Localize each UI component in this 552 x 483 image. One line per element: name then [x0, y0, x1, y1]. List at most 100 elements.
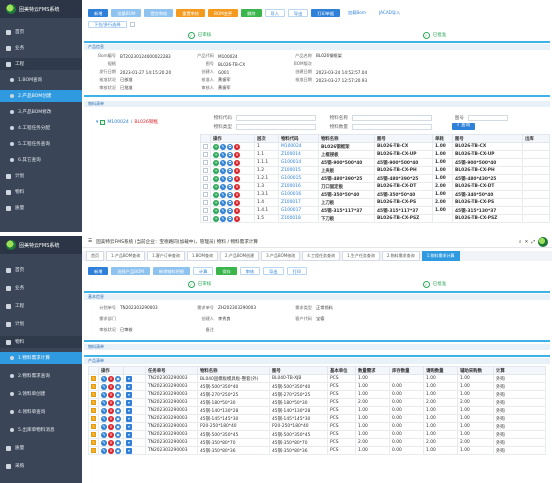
- row-checkbox[interactable]: [91, 447, 96, 453]
- sidebar-item-bom-edit[interactable]: 3.产品BOM修改: [0, 106, 82, 118]
- delete-icon[interactable]: ✕: [108, 439, 114, 446]
- search-name-input[interactable]: [352, 114, 432, 121]
- row-select[interactable]: [200, 198, 211, 207]
- edit-icon[interactable]: ✎: [220, 159, 226, 166]
- edit-icon[interactable]: ✎: [220, 207, 226, 214]
- sidebar-item-home[interactable]: 首页: [0, 26, 82, 38]
- table-row[interactable]: ✎ ✕ ◉ ▾ TN202303290003 45钢-180*50*30 45钢-180*5…: [88, 398, 546, 407]
- sidebar-item-task-query[interactable]: 5.工程任务查询: [0, 138, 82, 150]
- more-dropdown[interactable]: ▾: [126, 415, 132, 422]
- copy-icon[interactable]: ⧉: [227, 215, 233, 222]
- row-select[interactable]: [200, 142, 211, 151]
- add-icon[interactable]: +: [213, 183, 219, 190]
- cell-code[interactable]: M100024: [278, 142, 319, 151]
- delete-button[interactable]: 删除: [241, 9, 262, 17]
- edit-icon[interactable]: ✎: [220, 199, 226, 206]
- tab-item[interactable]: 2.物料需求查询: [381, 251, 420, 261]
- submit-audit-button[interactable]: 提交审核: [144, 9, 174, 17]
- view-icon[interactable]: ◉: [115, 391, 121, 398]
- select-bom-button[interactable]: 选择产品BOM: [111, 267, 150, 275]
- view-icon[interactable]: ◉: [115, 407, 121, 414]
- edit-icon[interactable]: ✎: [101, 391, 107, 398]
- sidebar-item-bom-create[interactable]: 2.产品BOM创建: [0, 90, 82, 102]
- table-row[interactable]: + ✎ ⧉ ✕ 1.1 Z100014 上框接板 BL026-TB-CX-UP 1.00 BL02…: [200, 150, 550, 159]
- view-icon[interactable]: ◉: [115, 423, 121, 430]
- row-checkbox[interactable]: [203, 167, 208, 173]
- reset-audit-button[interactable]: 重置审核: [176, 9, 206, 17]
- add-icon[interactable]: +: [213, 191, 219, 198]
- more-dropdown[interactable]: ▾: [126, 399, 132, 406]
- batch-bom-button[interactable]: 批量BOM: [111, 9, 142, 17]
- delete-icon[interactable]: ✕: [234, 183, 240, 190]
- view-icon[interactable]: ◉: [115, 399, 121, 406]
- add-icon[interactable]: +: [213, 143, 219, 150]
- row-select[interactable]: [200, 158, 211, 167]
- table-row[interactable]: + ✎ ⧉ ✕ 1.4 Z100017 上刀板 BL026-TB-CX-PS 2.00 BL026…: [200, 198, 550, 207]
- cell-code[interactable]: G100016: [278, 190, 319, 199]
- view-icon[interactable]: ◉: [115, 415, 121, 422]
- row-select[interactable]: [88, 398, 99, 407]
- sidebar-item-engineering[interactable]: 工程: [0, 300, 82, 312]
- save-button[interactable]: 保存: [216, 267, 237, 275]
- sidebar-item-purchase[interactable]: 采购: [0, 460, 82, 472]
- cell-code[interactable]: G100014: [278, 158, 319, 167]
- row-checkbox[interactable]: [91, 431, 96, 437]
- more-dropdown[interactable]: ▾: [126, 407, 132, 414]
- more-dropdown[interactable]: ▾: [126, 423, 132, 430]
- row-select[interactable]: [88, 406, 99, 415]
- sidebar-item-pick-query[interactable]: 4.领料单查询: [0, 406, 82, 418]
- delete-icon[interactable]: ✕: [234, 159, 240, 166]
- row-select[interactable]: [200, 150, 211, 159]
- delete-icon[interactable]: ✕: [234, 199, 240, 206]
- row-select[interactable]: [200, 182, 211, 191]
- table-row[interactable]: ✎ ✕ ◉ ▾ TN202303290003 45钢-145*145*30 45钢-145*…: [88, 414, 546, 423]
- edit-icon[interactable]: ✎: [101, 431, 107, 438]
- add-icon[interactable]: +: [213, 175, 219, 182]
- view-icon[interactable]: ◉: [115, 383, 121, 390]
- add-icon[interactable]: +: [213, 151, 219, 158]
- edit-icon[interactable]: ✎: [101, 375, 107, 382]
- sidebar-item-outbound[interactable]: 5.出库单物料消息: [0, 424, 82, 436]
- cell-code[interactable]: Z100014: [278, 150, 319, 159]
- copy-icon[interactable]: ⧉: [227, 151, 233, 158]
- sidebar-item-business[interactable]: 业务: [0, 42, 82, 54]
- delete-icon[interactable]: ✕: [234, 143, 240, 150]
- row-checkbox[interactable]: [203, 159, 208, 165]
- edit-icon[interactable]: ✎: [220, 191, 226, 198]
- load-bom-button[interactable]: 加载Bom: [343, 9, 371, 17]
- row-checkbox[interactable]: [203, 207, 208, 213]
- row-select[interactable]: [200, 174, 211, 183]
- import-button[interactable]: 导入: [264, 9, 285, 17]
- cell-code[interactable]: Z100017: [278, 198, 319, 207]
- sidebar-item-mrp-calc[interactable]: 1.物料需求计算: [0, 352, 82, 364]
- search-count-input[interactable]: [352, 123, 432, 130]
- sidebar-item-pick-create[interactable]: 3.领料单创建: [0, 388, 82, 400]
- delete-icon[interactable]: ✕: [108, 423, 114, 430]
- delete-icon[interactable]: ✕: [108, 447, 114, 454]
- tab-item[interactable]: 首页: [86, 251, 104, 261]
- row-checkbox[interactable]: [203, 199, 208, 205]
- table-row[interactable]: ✎ ✕ ◉ ▾ TN202303290003 45钢-500*350*45 45钢-500*…: [88, 430, 546, 439]
- close-icon[interactable]: ✕: [524, 239, 529, 245]
- sidebar-item-material[interactable]: 物料: [0, 186, 82, 198]
- print-button[interactable]: 打印: [286, 267, 307, 275]
- cell-code[interactable]: G100017: [278, 206, 319, 215]
- row-select[interactable]: [200, 206, 211, 215]
- copy-icon[interactable]: ⧉: [227, 199, 233, 206]
- row-checkbox[interactable]: [91, 439, 96, 445]
- sidebar-item-quality[interactable]: 质量: [0, 442, 82, 454]
- menu-toggle-icon[interactable]: ☰: [88, 239, 93, 244]
- table-row[interactable]: + ✎ ⧉ ✕ 1.2 Z100015 上夹板 BL026-TB-CX-PH 1.00 BL026…: [200, 166, 550, 175]
- tab-item[interactable]: 1.BOM查询: [186, 251, 219, 261]
- table-row[interactable]: + ✎ ⧉ ✕ 1.2.1 G100015 45钢-480*390*25 45钢-480*39…: [200, 174, 550, 183]
- copy-icon[interactable]: ⧉: [227, 207, 233, 214]
- search-code-input[interactable]: [236, 114, 316, 121]
- table-row[interactable]: ✎ ✕ ◉ ▾ TN202303290003 45钢-350*80*36 45钢-350*8…: [88, 446, 546, 455]
- more-dropdown[interactable]: ▾: [126, 391, 132, 398]
- row-select[interactable]: [88, 422, 99, 431]
- sidebar-item-business[interactable]: 业务: [0, 282, 82, 294]
- view-icon[interactable]: ◉: [115, 447, 121, 454]
- sidebar-item-plan[interactable]: 计划: [0, 318, 82, 330]
- cell-code[interactable]: Z100018: [278, 214, 319, 223]
- sidebar-item-task-assign[interactable]: 4.工程任务分配: [0, 122, 82, 134]
